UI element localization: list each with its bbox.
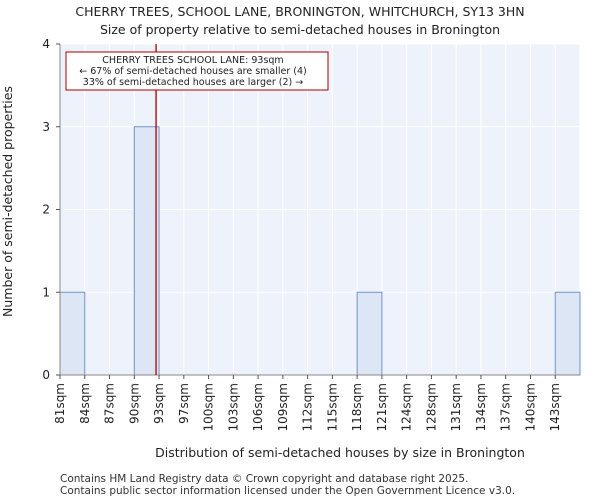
bar	[554, 291, 581, 376]
y-axis-title: Number of semi-detached properties	[0, 86, 15, 317]
x-tick-label: 112sqm	[301, 383, 315, 431]
footer-line-1: Contains HM Land Registry data © Crown c…	[60, 473, 469, 485]
y-tick-label: 3	[42, 120, 50, 134]
x-tick-label: 81sqm	[53, 383, 67, 424]
bar	[133, 126, 160, 376]
annotation-line: ← 67% of semi-detached houses are smalle…	[79, 66, 307, 77]
x-axis-title: Distribution of semi-detached houses by …	[155, 445, 525, 460]
bar	[59, 291, 86, 376]
annotation-line: 33% of semi-detached houses are larger (…	[83, 77, 303, 88]
x-tick-label: 143sqm	[548, 383, 562, 431]
x-tick-label: 103sqm	[226, 383, 240, 431]
y-tick-label: 0	[42, 368, 50, 382]
x-tick-label: 131sqm	[449, 383, 463, 431]
annotation-box	[65, 51, 329, 91]
x-tick-label: 134sqm	[474, 383, 488, 431]
x-tick-label: 93sqm	[152, 383, 166, 424]
y-tick-label: 4	[42, 37, 50, 51]
x-tick-label: 90sqm	[127, 383, 141, 424]
x-tick-label: 115sqm	[325, 383, 339, 431]
y-tick-label: 1	[42, 285, 50, 299]
chart-subtitle: Size of property relative to semi-detach…	[99, 22, 501, 37]
x-tick-label: 84sqm	[78, 383, 92, 424]
x-tick-label: 137sqm	[499, 383, 513, 431]
y-tick-label: 2	[42, 203, 50, 217]
x-tick-label: 128sqm	[424, 383, 438, 431]
x-tick-label: 106sqm	[251, 383, 265, 431]
bar	[356, 291, 383, 376]
chart-title: CHERRY TREES, SCHOOL LANE, BRONINGTON, W…	[75, 4, 525, 19]
x-tick-label: 140sqm	[523, 383, 537, 431]
annotation-line: CHERRY TREES SCHOOL LANE: 93sqm	[102, 55, 283, 66]
x-tick-label: 100sqm	[202, 383, 216, 431]
x-tick-label: 121sqm	[375, 383, 389, 431]
x-tick-label: 87sqm	[103, 383, 117, 424]
x-tick-label: 124sqm	[400, 383, 414, 431]
x-tick-label: 109sqm	[276, 383, 290, 431]
x-tick-label: 118sqm	[350, 383, 364, 431]
footer-line-2: Contains public sector information licen…	[60, 485, 516, 497]
x-tick-label: 97sqm	[177, 383, 191, 424]
